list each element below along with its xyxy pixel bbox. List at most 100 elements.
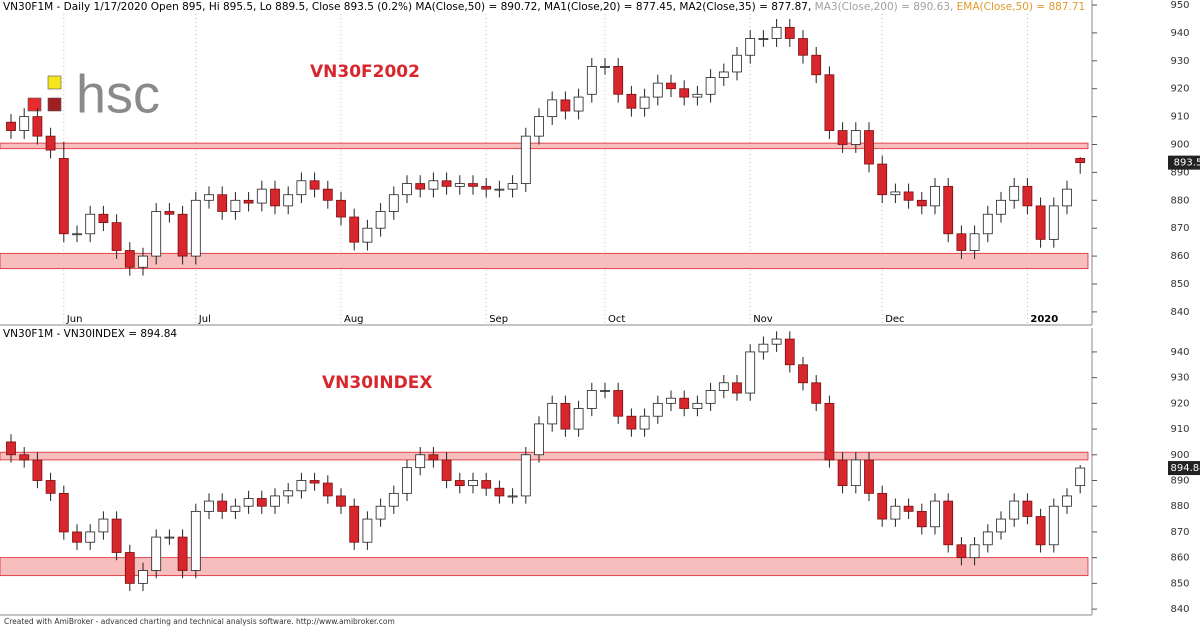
y-tick-label: 930	[1170, 373, 1189, 384]
candle-body	[982, 531, 993, 546]
candle-body	[32, 459, 43, 481]
candle-body	[494, 487, 505, 497]
candle-body	[58, 158, 69, 235]
x-tick-label: Nov	[753, 314, 773, 325]
candle-body	[1035, 205, 1046, 240]
y-tick-label: 950	[1170, 0, 1189, 11]
x-tick-label: 2020	[1030, 314, 1058, 325]
candle-body	[1009, 500, 1020, 520]
candle-body	[45, 480, 56, 494]
candle-body	[732, 54, 742, 73]
candle-body	[1022, 185, 1033, 207]
candle-body	[415, 183, 426, 190]
candle-body	[890, 191, 901, 196]
y-tick-label: 880	[1170, 501, 1189, 512]
candle-body	[309, 180, 320, 190]
candle-body	[1075, 467, 1086, 487]
candle-body	[692, 93, 703, 98]
candle-body	[164, 536, 175, 539]
candle-body	[639, 96, 650, 109]
price-band	[0, 451, 1089, 461]
y-tick-label: 890	[1170, 167, 1189, 178]
candle-body	[943, 185, 954, 235]
x-tick-label: Sep	[489, 314, 508, 325]
candle-body	[190, 510, 201, 571]
logo-square	[47, 97, 62, 112]
candle-body	[151, 536, 162, 571]
candle-body	[864, 459, 874, 494]
candle-body	[771, 26, 782, 39]
candle-body	[283, 194, 294, 207]
candle-body	[428, 454, 439, 461]
candle-body	[349, 216, 360, 243]
candle-body	[481, 480, 492, 489]
candle-body	[45, 135, 56, 151]
candle-body	[679, 397, 690, 409]
candle-body	[586, 390, 597, 409]
candle-body	[230, 505, 241, 512]
candle-body	[573, 96, 584, 112]
candle-body	[124, 250, 135, 268]
candle-body	[547, 402, 558, 425]
candle-body	[996, 199, 1006, 215]
candle-body	[626, 415, 637, 430]
candle-body	[969, 233, 980, 251]
candle-body	[824, 74, 835, 131]
candle-body	[560, 99, 571, 112]
candle-body	[138, 570, 148, 584]
candle-body	[956, 544, 967, 559]
candle-body	[547, 99, 558, 118]
logo-square	[27, 97, 42, 112]
header-part: VN30F1M - Daily 1/17/2020 Open 895, Hi 8…	[3, 1, 815, 13]
y-tick-label: 850	[1170, 279, 1189, 290]
candle-body	[309, 480, 320, 484]
y-tick-label: 860	[1170, 251, 1189, 262]
y-tick-label: 900	[1170, 450, 1189, 461]
panel-header: VN30F1M - VN30INDEX = 894.84	[3, 328, 177, 340]
candle-body	[560, 402, 571, 430]
price-band	[0, 557, 1089, 577]
candle-body	[164, 211, 175, 215]
candle-body	[784, 26, 795, 39]
y-tick-label: 860	[1170, 553, 1189, 564]
candle-body	[573, 408, 584, 430]
candle-body	[930, 500, 940, 528]
candle-body	[388, 492, 399, 507]
candle-body	[124, 552, 135, 584]
candle-body	[534, 116, 544, 137]
y-tick-label: 940	[1170, 28, 1189, 39]
y-tick-label: 930	[1170, 56, 1189, 67]
candle-body	[613, 65, 624, 95]
candle-body	[481, 185, 492, 190]
candle-body	[402, 183, 412, 196]
candle-body	[230, 199, 241, 212]
candle-body	[468, 183, 478, 187]
candle-body	[283, 490, 294, 497]
header-part: MA3(Close,200) = 890.63,	[815, 1, 957, 13]
logo-text: hsc	[76, 64, 160, 124]
candle-body	[745, 38, 756, 56]
candle-body	[243, 498, 254, 507]
candle-body	[322, 188, 333, 201]
candle-body	[943, 500, 954, 546]
candle-body	[85, 531, 96, 543]
candle-body	[494, 188, 505, 191]
candle-body	[177, 213, 188, 257]
y-tick-label: 850	[1170, 578, 1189, 589]
candle-body	[1035, 516, 1046, 546]
candle-body	[138, 255, 148, 268]
footer: Created with AmiBroker - advanced charti…	[4, 617, 395, 626]
price-band	[0, 142, 1089, 150]
candle-body	[85, 213, 96, 235]
y-tick-label: 840	[1170, 307, 1189, 318]
candle-body	[850, 130, 861, 145]
candle-body	[441, 180, 452, 187]
header-part: VN30F1M - VN30INDEX = 894.84	[3, 328, 177, 340]
candle-body	[388, 194, 399, 212]
candle-body	[454, 480, 465, 487]
candle-body	[349, 505, 360, 543]
candle-body	[256, 498, 267, 507]
candle-body	[705, 77, 716, 95]
